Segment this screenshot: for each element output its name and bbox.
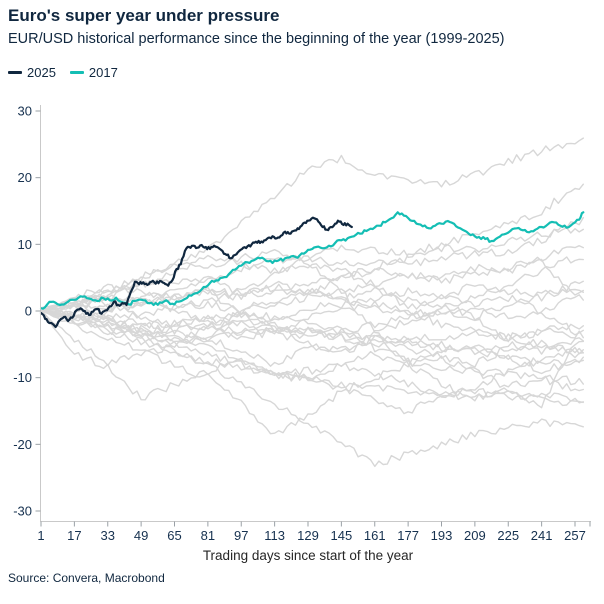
chart-subtitle: EUR/USD historical performance since the… [8,31,505,47]
legend-item-2025: 2025 [8,65,56,80]
gray-year-line [40,258,584,367]
gray-year-line [40,280,584,328]
legend-label-2025: 2025 [27,65,56,80]
legend-swatch-2025-icon [8,71,22,74]
x-tick-label: 81 [201,528,215,543]
x-axis-title: Trading days since start of the year [203,548,414,563]
gray-year-line [40,280,584,322]
gray-year-line [40,310,584,367]
gray-year-line [40,300,584,392]
legend-label-2017: 2017 [88,65,118,80]
legend: 2025 2017 [8,65,118,80]
y-tick-label: 20 [18,170,32,185]
legend-swatch-2017-icon [69,71,84,74]
gray-year-line [40,216,584,312]
page-title: Euro's super year under pressure [8,6,280,25]
highlighted-series-group [39,211,585,329]
y-tick-label: -10 [13,370,32,385]
series-line-2025 [39,216,353,329]
x-tick-label: 241 [531,528,553,543]
gray-year-line [40,300,584,359]
series-line-2017 [39,211,585,310]
y-tick-label: 30 [18,104,32,119]
x-tick-label: 193 [431,528,453,543]
legend-item-2017: 2017 [69,65,118,80]
y-tick-label: 10 [18,237,32,252]
source-note: Source: Convera, Macrobond [8,571,165,585]
gray-year-line [40,294,584,353]
x-tick-label: 225 [497,528,519,543]
x-tick-label: 145 [331,528,353,543]
y-tick-label: -20 [13,437,32,452]
x-tick-label: 209 [464,528,486,543]
x-tick-label: 65 [167,528,181,543]
x-tick-label: 257 [564,528,586,543]
gray-year-line [40,256,584,346]
y-tick-label: 0 [25,304,32,319]
x-tick-label: 113 [264,528,285,543]
gray-year-line [40,183,584,320]
x-tick-label: 33 [101,528,115,543]
gray-year-line [40,310,584,401]
gray-year-line [40,248,584,409]
x-tick-label: 17 [67,528,81,543]
x-tick-label: 1 [37,528,44,543]
x-tick-label: 49 [134,528,148,543]
x-tick-label: 161 [364,528,386,543]
background-series-group [40,137,584,468]
gray-year-line [40,304,584,415]
gray-year-line [40,310,584,343]
x-tick-label: 129 [297,528,319,543]
axes-group: -30 -20 -10 0 10 20 30 1 17 33 49 65 81 97 113 129 145 16… [13,104,591,543]
y-tick-label: -30 [13,504,32,519]
x-tick-label: 97 [234,528,248,543]
x-tick-label: 177 [397,528,419,543]
